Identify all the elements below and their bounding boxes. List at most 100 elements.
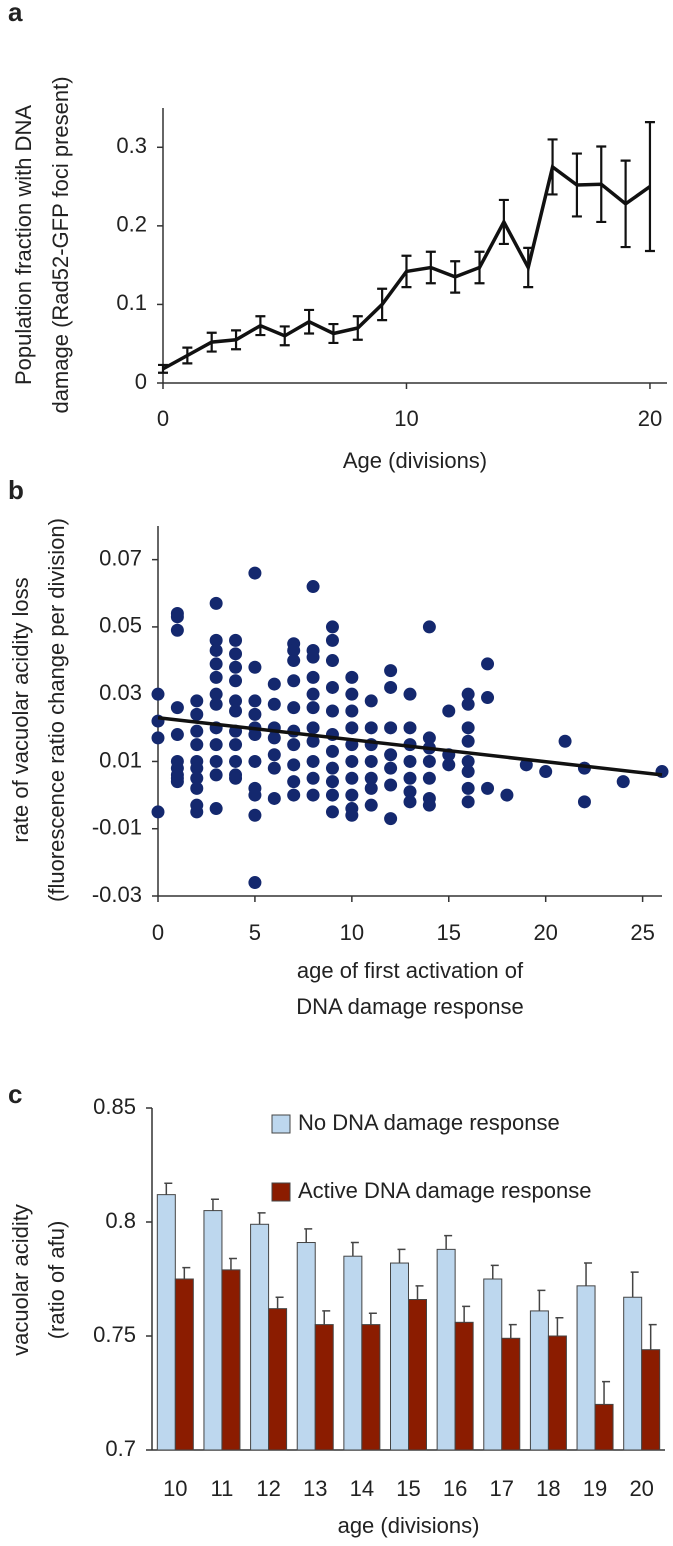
scatter-point [248,707,262,721]
error-bar [275,1296,284,1309]
error-bar [450,260,461,294]
scatter-point [345,721,359,735]
error-bar [571,152,582,218]
scatter-point [248,566,262,580]
x-tick-label: 10 [394,406,418,431]
y-axis-label: damage (Rad52-GFP foci present) [48,76,73,413]
scatter-point [287,674,301,688]
scatter-point [229,647,243,661]
scatter-point [209,670,223,684]
scatter-point [229,704,243,718]
legend-swatch [271,1182,291,1202]
scatter-point [461,795,475,809]
scatter-point [403,754,417,768]
scatter-point [306,701,320,715]
bar [343,1255,363,1451]
scatter-point [267,761,281,775]
trend-line [157,715,663,777]
error-bar [377,287,388,322]
scatter-point [229,660,243,674]
error-bar [255,315,266,337]
error-bar [182,346,193,365]
scatter-point [229,694,243,708]
y-axis-label: (ratio of afu) [44,1221,69,1340]
scatter-point [461,765,475,779]
bar [547,1335,567,1451]
scatter-point [306,687,320,701]
x-tick-label: 12 [256,1476,280,1501]
scatter-point [325,633,339,647]
y-tick-label: 0.75 [93,1322,136,1347]
scatter-point [151,687,165,701]
scatter-point [442,704,456,718]
scatter-point [248,660,262,674]
panel-label: c [8,1079,22,1109]
bar [390,1262,409,1451]
scatter-point [267,748,281,762]
x-tick-label: 5 [249,920,261,945]
bar [454,1321,474,1451]
x-tick-label: 11 [211,1476,234,1501]
x-tick-label: 25 [630,920,654,945]
scatter-point [345,670,359,684]
y-tick-label: -0.03 [92,882,142,907]
error-bar [231,329,242,351]
error-bar [523,246,534,289]
scatter-point [364,771,378,785]
scatter-point [209,802,223,816]
scatter-point [170,775,184,789]
error-bar [415,1285,424,1300]
error-bar [328,322,339,345]
scatter-point [209,657,223,671]
scatter-point [616,775,630,789]
bar [268,1308,288,1451]
scatter-point [577,795,591,809]
scatter-point [287,643,301,657]
scatter-point [229,738,243,752]
scatter-point [461,697,475,711]
error-bar [620,159,631,249]
scatter-point [325,761,339,775]
scatter-point [209,738,223,752]
bar [361,1324,381,1451]
scatter-point [229,674,243,688]
panel-label: a [8,0,23,27]
scatter-point [364,798,378,812]
x-tick-label: 14 [350,1476,374,1501]
error-bar [584,1262,593,1286]
y-tick-label: 0 [135,369,147,394]
scatter-point [190,771,204,785]
scatter-point [422,754,436,768]
scatter-point [325,620,339,634]
error-bar [498,198,509,246]
scatter-point [325,788,339,802]
scatter-point [248,754,262,768]
scatter-point [500,788,514,802]
y-tick-label: 0.07 [99,545,142,570]
error-bar [644,121,655,253]
scatter-point [325,805,339,819]
scatter-point [558,734,572,748]
error-bar [630,1271,639,1298]
scatter-point [325,654,339,668]
x-axis-label: DNA damage response [296,994,523,1019]
scatter-point [384,721,398,735]
scatter-point [190,707,204,721]
bar [296,1242,316,1451]
scatter-point [248,808,262,822]
x-tick-label: 15 [396,1476,420,1501]
y-tick-label: 0.2 [116,212,147,237]
error-bar [279,325,290,347]
scatter-point [267,731,281,745]
scatter-point [325,704,339,718]
x-tick-label: 20 [638,406,662,431]
error-bar [257,1212,266,1225]
x-tick-label: 10 [163,1476,187,1501]
scatter-point [481,691,495,705]
scatter-point [325,680,339,694]
scatter-point [287,788,301,802]
error-bar [401,254,412,289]
scatter-point [403,687,417,701]
error-bar [462,1305,471,1323]
y-axis-label: Population fraction with DNA [11,105,36,385]
